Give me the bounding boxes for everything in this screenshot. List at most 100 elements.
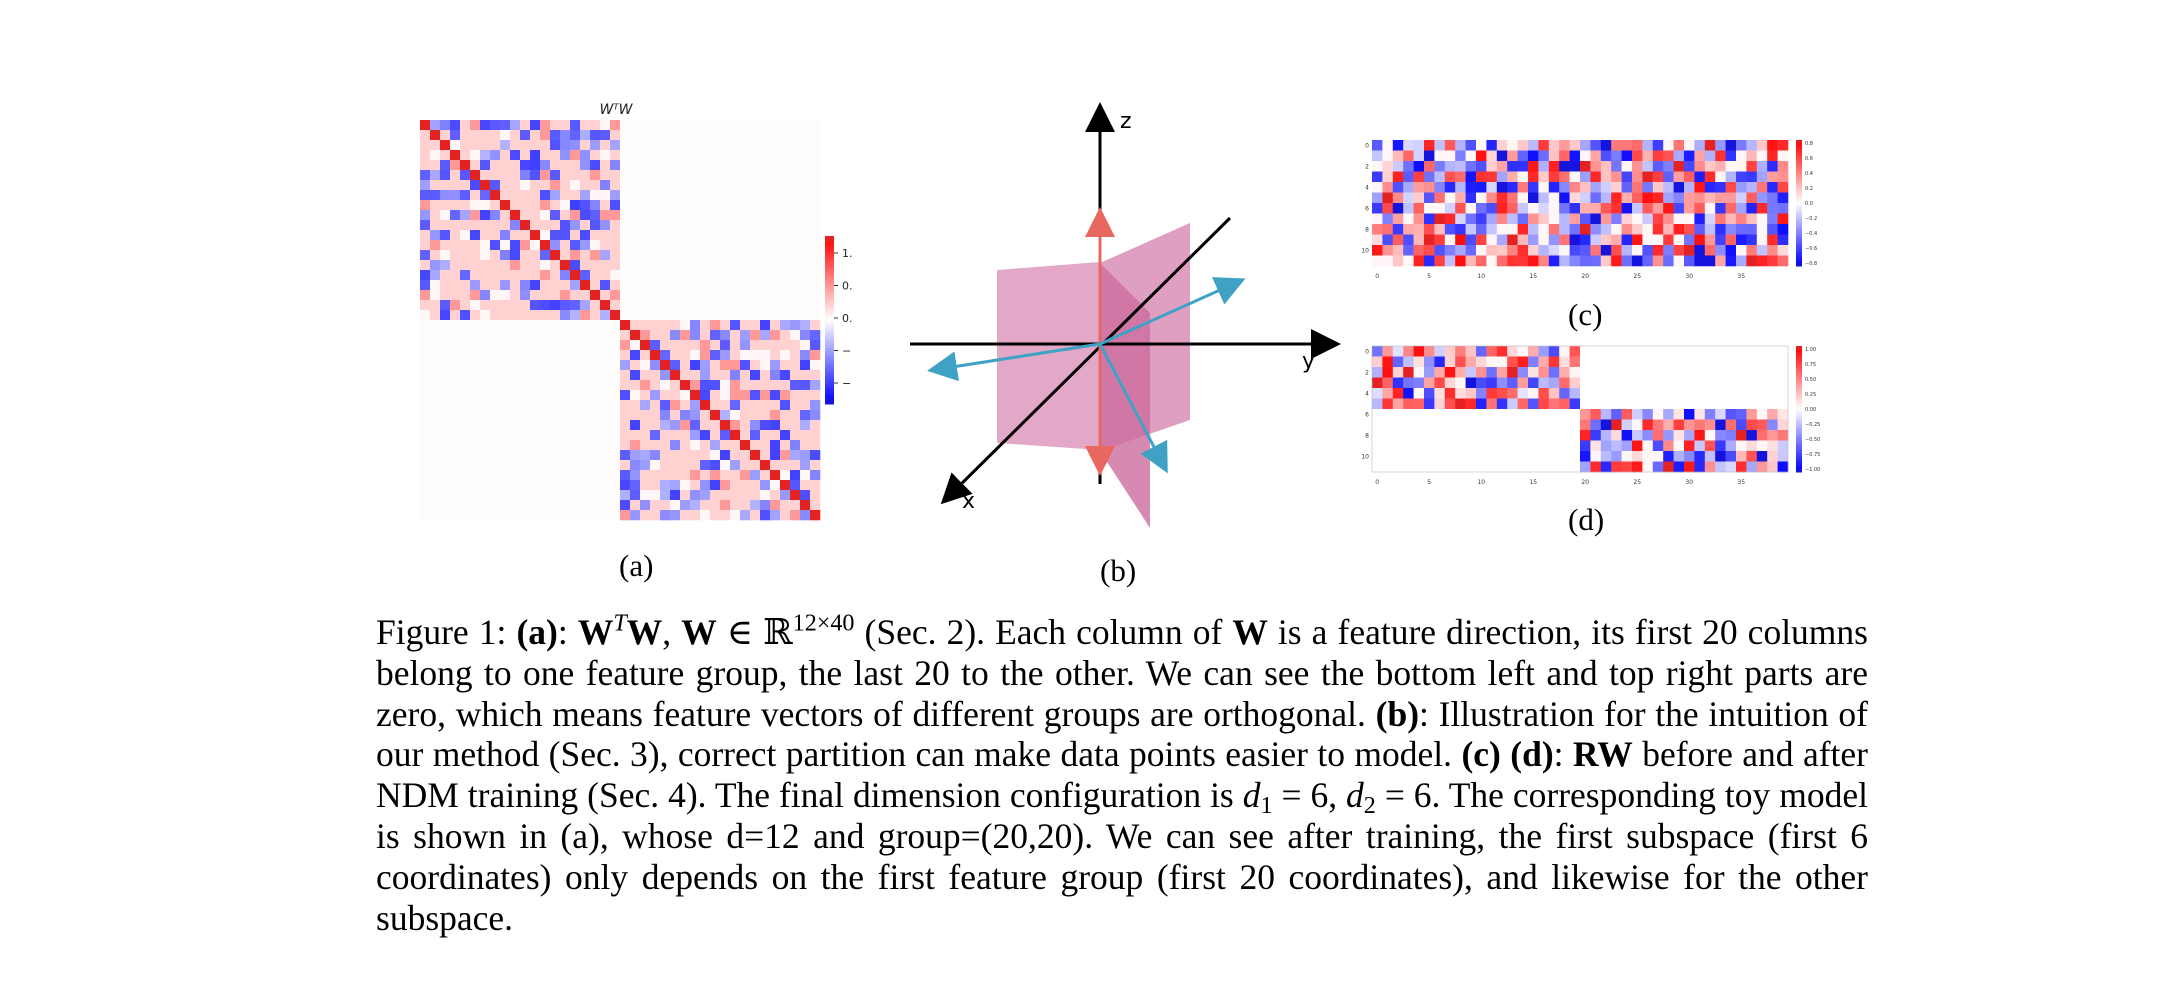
heatmap-a-cell <box>420 160 431 171</box>
heatmap-a-cell <box>750 410 761 421</box>
heatmap-a-cell <box>630 380 641 391</box>
heatmap-d-cell <box>1486 388 1498 399</box>
heatmap-a-cell <box>660 250 671 261</box>
heatmap-d-cell <box>1424 461 1435 473</box>
heatmap-a-cell <box>500 220 511 231</box>
heatmap-c-cells <box>1372 140 1789 267</box>
heatmap-d-cell <box>1486 367 1498 378</box>
heatmap-c-cell <box>1590 171 1602 183</box>
heatmap-a-cell <box>740 200 751 211</box>
colorbar-a-segment <box>825 236 834 240</box>
heatmap-a-cell <box>660 160 671 171</box>
heatmap-a-cell <box>750 240 761 251</box>
heatmap-d-cell <box>1767 346 1778 357</box>
heatmap-c-cell <box>1611 182 1622 193</box>
heatmap-a-cell <box>500 490 511 501</box>
heatmap-a-cell <box>600 260 611 271</box>
heatmap-d-cell <box>1507 346 1518 357</box>
heatmap-a-cell <box>450 310 461 321</box>
heatmap-c-cell <box>1725 245 1737 256</box>
heatmap-c-cell <box>1403 245 1414 256</box>
colorbar-a-segment <box>825 283 834 287</box>
heatmap-a-cell <box>540 460 551 471</box>
heatmap-a-cell <box>710 120 721 131</box>
heatmap-a-cell <box>450 510 461 521</box>
heatmap-d-cell <box>1372 377 1383 389</box>
heatmap-a-cell <box>710 350 721 361</box>
colorbar-segment <box>1796 146 1802 150</box>
heatmap-a-cell <box>630 210 641 221</box>
heatmap-a-cell <box>500 270 511 281</box>
heatmap-d-cell <box>1538 419 1550 431</box>
colorbar-a-segment <box>825 390 834 394</box>
heatmap-a-cell <box>730 220 741 231</box>
heatmap-d-cell <box>1673 388 1685 399</box>
heatmap-a-cell <box>790 500 801 511</box>
heatmap-c-cell <box>1434 150 1446 162</box>
heatmap-d-cell <box>1403 409 1414 420</box>
heatmap-a-cell <box>650 230 661 241</box>
heatmap-c-cell <box>1507 150 1518 162</box>
heatmap-a-cell <box>470 510 481 521</box>
heatmap-a-cell <box>460 500 471 511</box>
heatmap-a-cell <box>690 500 701 511</box>
heatmap-a-cell <box>620 500 631 511</box>
heatmap-a-cell <box>450 500 461 511</box>
heatmap-a-cell <box>800 190 811 201</box>
heatmap-a-cell <box>740 490 751 501</box>
heatmap-a-cell <box>730 490 741 501</box>
label-c: (c) <box>1568 297 1603 332</box>
heatmap-c-cell <box>1455 182 1466 193</box>
heatmap-a-cell <box>720 460 731 471</box>
heatmap-d-cell <box>1580 398 1591 410</box>
heatmap-a-cell <box>430 470 441 481</box>
heatmap-c-cell <box>1642 192 1654 204</box>
heatmap-a-cell <box>570 250 581 261</box>
diagram-b: z y x <box>910 102 1341 528</box>
heatmap-c-cell <box>1777 245 1789 256</box>
heatmap-a-cell <box>710 270 721 281</box>
heatmap-a-cell <box>550 470 561 481</box>
heatmap-d-cell <box>1559 398 1570 410</box>
heatmap-a-cell <box>720 420 731 431</box>
heatmap-a-cell <box>640 330 651 341</box>
heatmap-a-cell <box>480 120 491 131</box>
colorbar-a-segment <box>825 286 834 290</box>
heatmap-a-cell <box>810 210 821 221</box>
heatmap-a-cell <box>430 230 441 241</box>
heatmap-d-cell <box>1736 451 1747 462</box>
heatmap-a-cell <box>650 280 661 291</box>
heatmap-c-cell <box>1663 140 1674 151</box>
x-tick-label: 15 <box>1529 479 1537 486</box>
heatmap-a-cell <box>530 170 541 181</box>
heatmap-a-cell <box>490 150 501 161</box>
colorbar-a-segment <box>825 289 834 293</box>
heatmap-a-cell <box>470 360 481 371</box>
heatmap-a-cell <box>680 350 691 361</box>
heatmap-a-cell <box>420 250 431 261</box>
heatmap-a-cell <box>500 180 511 191</box>
heatmap-d-cell <box>1652 367 1664 378</box>
heatmap-a-cell <box>620 360 631 371</box>
heatmap-d-cell <box>1777 440 1789 452</box>
heatmap-a-cell <box>520 410 531 421</box>
heatmap-a-cell <box>730 150 741 161</box>
heatmap-a-cell <box>660 490 671 501</box>
heatmap-c-cell <box>1559 234 1570 246</box>
heatmap-a-cells <box>420 120 821 521</box>
heatmap-a-cell <box>510 230 521 241</box>
heatmap-c-cell <box>1767 192 1778 204</box>
heatmap-a-cell <box>440 430 451 441</box>
heatmap-a-cell <box>540 290 551 301</box>
heatmap-a-cell <box>610 330 621 341</box>
heatmap-a-cell <box>670 380 681 391</box>
colorbar-a-segment <box>825 264 834 268</box>
heatmap-a-cell <box>700 120 711 131</box>
heatmap-a-cell <box>500 310 511 321</box>
heatmap-a-cell <box>500 290 511 301</box>
colorbar-segment <box>1796 386 1802 391</box>
heatmap-a-cell <box>510 270 521 281</box>
heatmap-a-cell <box>680 440 691 451</box>
heatmap-a-cell <box>420 510 431 521</box>
heatmap-c-cell <box>1736 182 1747 193</box>
